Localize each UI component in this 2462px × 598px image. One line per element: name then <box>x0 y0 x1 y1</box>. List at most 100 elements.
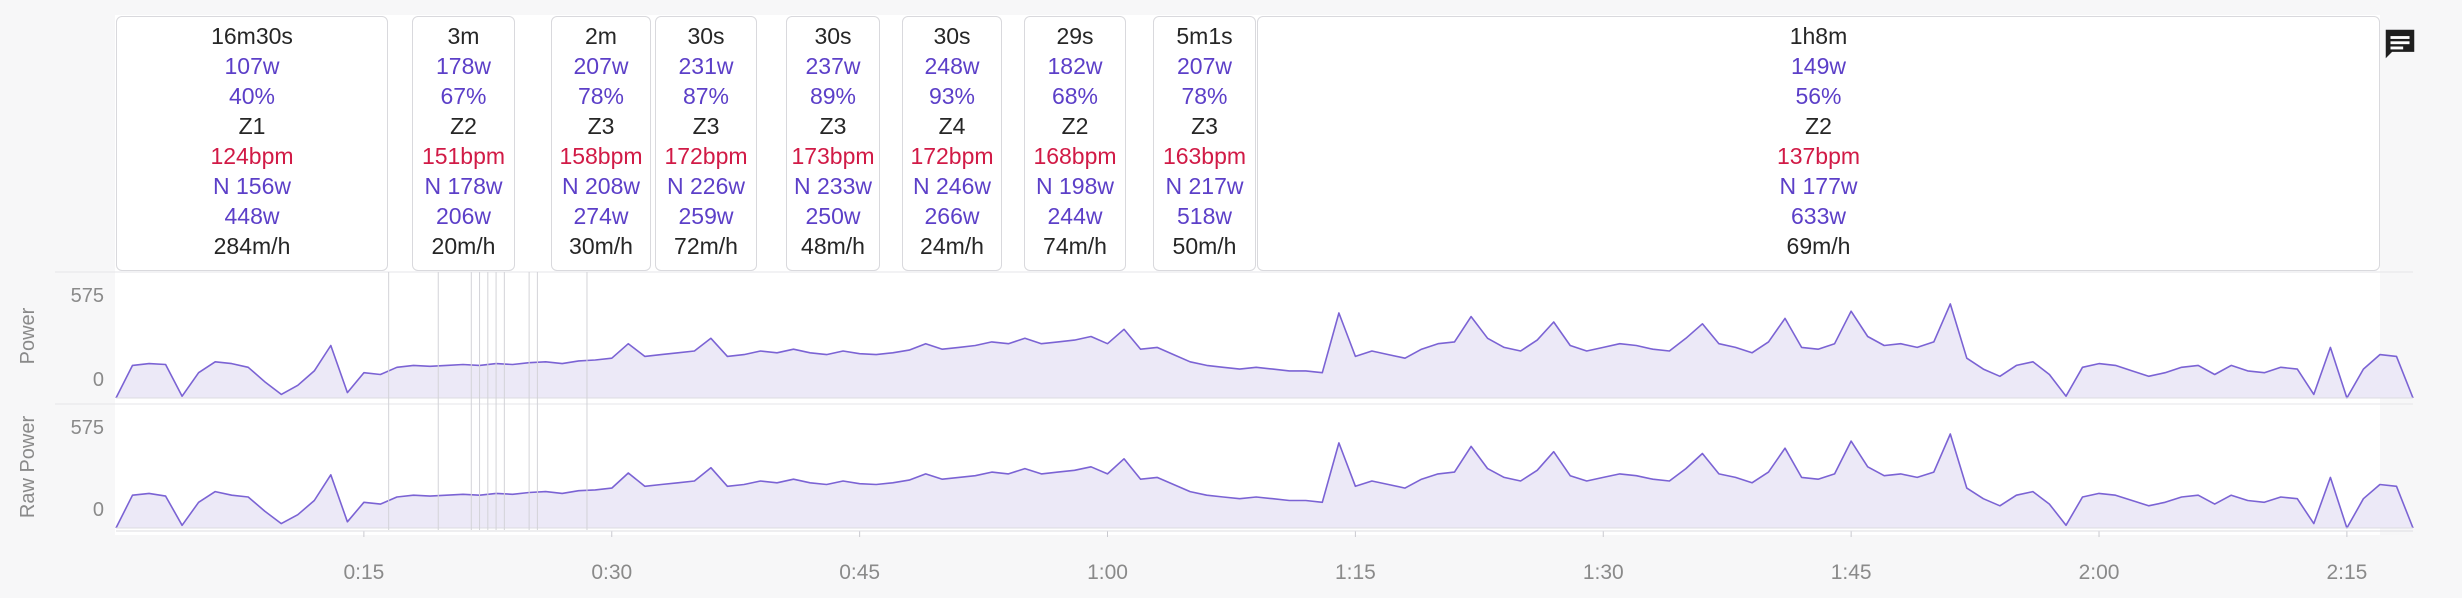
x-tick-label: 2:15 <box>2326 561 2367 584</box>
interval-duration: 2m <box>585 23 617 49</box>
interval-normalized-power: N 208w <box>562 173 640 199</box>
interval-duration: 30s <box>933 23 971 49</box>
interval-avg-power: 207w <box>1177 53 1232 79</box>
interval-avg-power: 237w <box>805 53 861 79</box>
interval-normalized-power: N 217w <box>1165 173 1244 199</box>
interval-heart-rate: 124bpm <box>210 143 294 169</box>
series-axis-label: Raw Power <box>17 416 39 519</box>
interval-card[interactable]: 30s 231w 87% Z3 172bpm N 226w 259w 72m/h <box>655 16 757 271</box>
interval-duration: 29s <box>1056 23 1094 49</box>
interval-percent-ftp: 78% <box>577 83 625 109</box>
interval-climb-rate: 30m/h <box>569 233 633 259</box>
interval-climb-rate: 20m/h <box>431 233 496 259</box>
interval-max-power: 633w <box>1791 203 1846 229</box>
y-tick-label: 0 <box>93 499 104 521</box>
interval-card[interactable]: 16m30s 107w 40% Z1 124bpm N 156w 448w 284m/h <box>116 16 388 271</box>
interval-card[interactable]: 2m 207w 78% Z3 158bpm N 208w 274w 30m/h <box>551 16 651 271</box>
interval-zone: Z3 <box>692 113 720 139</box>
interval-card[interactable]: 3m 178w 67% Z2 151bpm N 178w 206w 20m/h <box>412 16 515 271</box>
series-line <box>115 303 2414 399</box>
interval-heart-rate: 163bpm <box>1162 143 1247 169</box>
interval-heart-rate: 168bpm <box>1033 143 1117 169</box>
series-area <box>116 434 2413 528</box>
interval-percent-ftp: 93% <box>928 83 976 109</box>
interval-zone: Z4 <box>938 113 966 139</box>
comment-icon <box>2385 29 2415 59</box>
comment-button[interactable] <box>2378 22 2422 66</box>
interval-zone: Z3 <box>819 113 847 139</box>
interval-percent-ftp: 68% <box>1051 83 1099 109</box>
interval-max-power: 250w <box>805 203 861 229</box>
interval-zone: Z2 <box>450 113 477 139</box>
interval-normalized-power: N 156w <box>213 173 291 199</box>
axis-labels: 575 0 Power 575 0 Raw Power 0:15 0:30 0:45 1:00 1:… <box>17 285 2413 584</box>
interval-normalized-power: N 177w <box>1779 173 1858 199</box>
x-tick-label: 2:00 <box>2079 561 2120 584</box>
interval-heart-rate: 172bpm <box>664 143 748 169</box>
interval-avg-power: 231w <box>678 53 734 79</box>
interval-percent-ftp: 56% <box>1795 83 1842 109</box>
interval-climb-rate: 50m/h <box>1172 233 1237 259</box>
x-tick-label: 1:15 <box>1335 561 1376 584</box>
x-tick-label: 0:45 <box>839 561 880 584</box>
interval-max-power: 206w <box>436 203 491 229</box>
interval-duration: 16m30s <box>211 23 293 49</box>
interval-card[interactable]: 30s 248w 93% Z4 172bpm N 246w 266w 24m/h <box>902 16 1002 271</box>
interval-zone: Z2 <box>1061 113 1089 139</box>
interval-avg-power: 182w <box>1047 53 1103 79</box>
x-tick-label: 1:00 <box>1087 561 1128 584</box>
series-area <box>116 303 2413 398</box>
interval-avg-power: 149w <box>1791 53 1846 79</box>
interval-heart-rate: 137bpm <box>1776 143 1861 169</box>
interval-card[interactable]: 5m1s 207w 78% Z3 163bpm N 217w 518w 50m/h <box>1153 16 1256 271</box>
x-tick-label: 0:30 <box>591 561 632 584</box>
interval-avg-power: 107w <box>224 53 280 79</box>
x-tick-label: 1:45 <box>1831 561 1872 584</box>
interval-climb-rate: 72m/h <box>674 233 738 259</box>
series-line <box>115 433 2414 529</box>
interval-climb-rate: 69m/h <box>1786 233 1851 259</box>
interval-card[interactable]: 1h8m 149w 56% Z2 137bpm N 177w 633w 69m/h <box>1257 16 2380 271</box>
interval-zone: Z2 <box>1805 113 1832 139</box>
y-tick-label: 0 <box>93 369 104 391</box>
interval-climb-rate: 48m/h <box>801 233 865 259</box>
interval-percent-ftp: 87% <box>682 83 730 109</box>
interval-duration: 1h8m <box>1789 23 1848 49</box>
interval-percent-ftp: 40% <box>228 83 276 109</box>
interval-max-power: 448w <box>224 203 280 229</box>
interval-percent-ftp: 67% <box>440 83 487 109</box>
interval-avg-power: 207w <box>573 53 629 79</box>
interval-max-power: 244w <box>1047 203 1103 229</box>
interval-max-power: 266w <box>924 203 980 229</box>
interval-max-power: 518w <box>1177 203 1232 229</box>
interval-percent-ftp: 89% <box>809 83 857 109</box>
interval-duration: 30s <box>814 23 852 49</box>
interval-normalized-power: N 233w <box>794 173 872 199</box>
interval-heart-rate: 151bpm <box>421 143 506 169</box>
interval-heart-rate: 172bpm <box>910 143 994 169</box>
interval-normalized-power: N 198w <box>1036 173 1114 199</box>
interval-duration: 30s <box>687 23 725 49</box>
interval-card[interactable]: 29s 182w 68% Z2 168bpm N 198w 244w 74m/h <box>1024 16 1126 271</box>
interval-card[interactable]: 30s 237w 89% Z3 173bpm N 233w 250w 48m/h <box>786 16 880 271</box>
interval-normalized-power: N 246w <box>913 173 991 199</box>
interval-normalized-power: N 226w <box>667 173 745 199</box>
interval-max-power: 259w <box>678 203 734 229</box>
interval-heart-rate: 173bpm <box>791 143 875 169</box>
interval-avg-power: 248w <box>924 53 980 79</box>
interval-duration: 3m <box>447 23 480 49</box>
interval-climb-rate: 74m/h <box>1043 233 1107 259</box>
interval-climb-rate: 284m/h <box>213 233 291 259</box>
series-axis-label: Power <box>17 307 39 364</box>
x-tick-label: 0:15 <box>343 561 384 584</box>
interval-zone: Z3 <box>1191 113 1218 139</box>
interval-normalized-power: N 178w <box>424 173 503 199</box>
interval-avg-power: 178w <box>436 53 491 79</box>
interval-zone: Z1 <box>238 113 266 139</box>
y-tick-label: 575 <box>71 417 104 439</box>
interval-divider-lines <box>388 272 588 530</box>
y-tick-label: 575 <box>71 285 104 307</box>
interval-zone: Z3 <box>587 113 615 139</box>
interval-percent-ftp: 78% <box>1181 83 1228 109</box>
